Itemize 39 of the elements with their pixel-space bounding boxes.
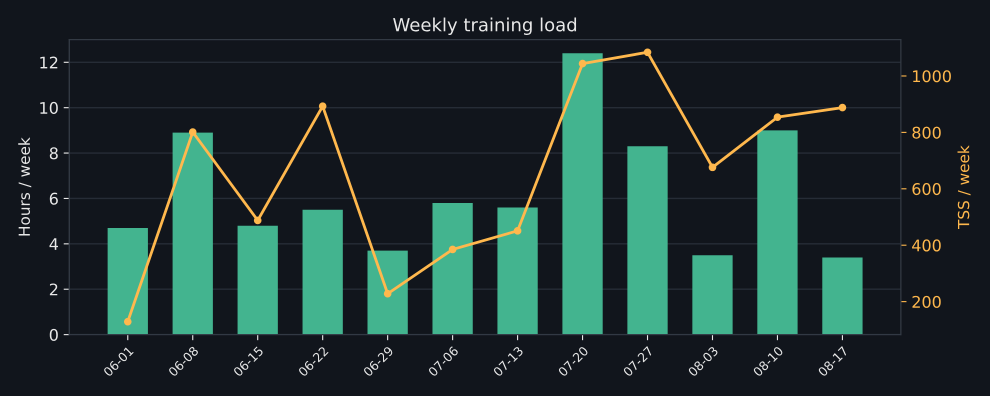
bar: [497, 208, 538, 335]
point: [448, 246, 456, 254]
y2-tick-label: 1000: [913, 70, 951, 82]
point: [254, 216, 262, 224]
bar: [238, 226, 278, 335]
bar: [302, 210, 343, 335]
bar: [562, 53, 603, 335]
point: [384, 290, 392, 298]
point: [124, 318, 132, 326]
point: [774, 113, 782, 121]
point: [188, 128, 197, 136]
y2-tick-label: 800: [912, 126, 941, 139]
point: [318, 102, 326, 110]
y-tick-label: 2: [50, 283, 58, 296]
y-tick-label: 8: [50, 147, 58, 160]
y-tick-label: 10: [40, 102, 58, 114]
chart-title: Weekly training load: [393, 18, 576, 36]
y-tick-label: 12: [40, 56, 58, 68]
bar: [368, 250, 408, 335]
point: [578, 60, 586, 68]
bar: [172, 132, 213, 335]
y2-tick-label: 200: [912, 296, 941, 308]
bar: [108, 228, 148, 335]
point: [644, 48, 652, 56]
point: [838, 104, 846, 112]
bar: [432, 202, 473, 335]
bar: [627, 146, 668, 335]
y-axis-title: Hours / week: [18, 137, 32, 236]
point: [514, 227, 522, 235]
y-tick-label: 0: [50, 328, 58, 341]
y2-tick-label: 400: [912, 239, 941, 252]
point: [708, 164, 716, 172]
bar: [692, 255, 733, 335]
y2-axis-title: TSS / week: [958, 145, 971, 230]
y2-tick-label: 600: [912, 183, 941, 196]
y-tick-label: 6: [50, 192, 58, 205]
bar: [822, 257, 863, 335]
bar: [757, 130, 798, 335]
y-tick-label: 4: [50, 238, 58, 250]
